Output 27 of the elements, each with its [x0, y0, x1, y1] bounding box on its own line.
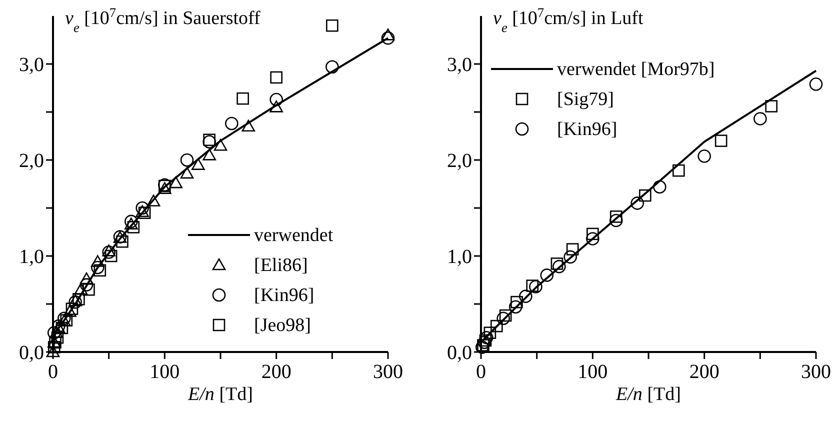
- legend-label: [Kin96]: [254, 285, 314, 306]
- y-tick-label: 0,0: [19, 342, 44, 364]
- legend-label: [Sig79]: [557, 89, 614, 110]
- y-axis-title: v$_{e}$ [10$^{7}$cm/s] in Luft: [493, 4, 644, 34]
- x-tick-label: 100: [578, 361, 608, 383]
- legend-label: verwendet [Mor97b]: [557, 59, 715, 80]
- x-axis-title: E/n [Td]: [187, 384, 253, 405]
- legend-label: [Jeo98]: [254, 315, 311, 336]
- y-tick-label: 1,0: [447, 246, 472, 268]
- legend-label: [Kin96]: [557, 119, 618, 140]
- y-tick-label: 0,0: [447, 342, 472, 364]
- legend-label: [Eli86]: [254, 255, 308, 276]
- y-tick-label: 2,0: [447, 150, 472, 172]
- x-axis-title: E/n [Td]: [615, 384, 681, 405]
- x-tick-label: 0: [476, 361, 486, 383]
- y-axis-title: v$_{e}$ [10$^{7}$cm/s] in Sauerstoff: [65, 4, 261, 34]
- legend-label: verwendet: [254, 225, 334, 246]
- x-tick-label: 200: [689, 361, 720, 383]
- y-tick-label: 1,0: [19, 246, 44, 268]
- y-tick-label: 2,0: [19, 150, 44, 172]
- x-tick-label: 300: [801, 361, 831, 383]
- x-tick-label: 100: [150, 361, 180, 383]
- x-tick-label: 0: [48, 361, 58, 383]
- x-tick-label: 200: [261, 361, 292, 383]
- y-tick-label: 3,0: [447, 54, 472, 76]
- y-tick-label: 3,0: [19, 54, 44, 76]
- x-tick-label: 300: [373, 361, 403, 383]
